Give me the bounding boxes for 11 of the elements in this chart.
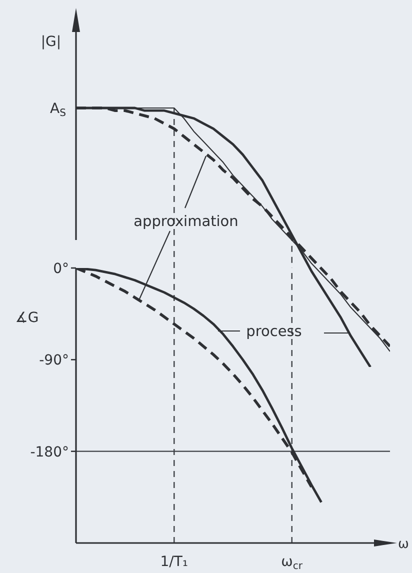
x-tick-label: 1/T₁ (160, 554, 188, 570)
y-tick-label: -180° (30, 444, 69, 460)
y-axis-title: ∡G (15, 310, 39, 326)
x-axis-title: ω (398, 537, 409, 552)
annotation: approximation (134, 214, 238, 230)
y-axis-title: |G| (40, 34, 62, 50)
y-tick-label: 0° (53, 260, 69, 277)
x-tick-label: ω$_{cr}$ (281, 554, 304, 572)
text: A$_{S}$ (50, 101, 66, 118)
annotation: process (246, 324, 302, 340)
y-tick-label: -90° (39, 352, 69, 369)
